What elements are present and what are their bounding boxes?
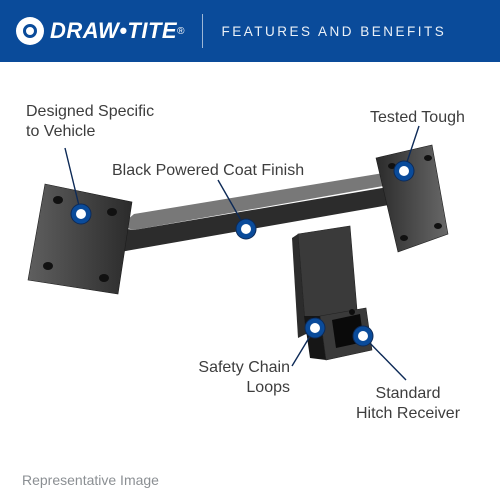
callout-label-designed: Designed Specific to Vehicle (26, 102, 154, 142)
registered-mark: ® (177, 26, 184, 37)
header-bar: DRAW•TITE ® FEATURES AND BENEFITS (0, 0, 500, 62)
header-subtitle: FEATURES AND BENEFITS (221, 24, 446, 39)
callout-label-loops: Safety Chain Loops (195, 358, 290, 398)
diagram-canvas: Designed Specific to Vehicle Black Powere… (0, 62, 500, 500)
footer-note: Representative Image (22, 472, 159, 488)
brand-wordmark: DRAW•TITE (50, 18, 177, 44)
callout-label-finish: Black Powered Coat Finish (112, 161, 304, 181)
infographic-root: DRAW•TITE ® FEATURES AND BENEFITS Design… (0, 0, 500, 500)
header-divider (202, 14, 203, 48)
hitch-ball-icon (16, 17, 44, 45)
callout-label-receiver: Standard Hitch Receiver (348, 384, 468, 424)
brand-logo: DRAW•TITE ® (16, 17, 184, 45)
callout-label-tested: Tested Tough (370, 108, 465, 128)
